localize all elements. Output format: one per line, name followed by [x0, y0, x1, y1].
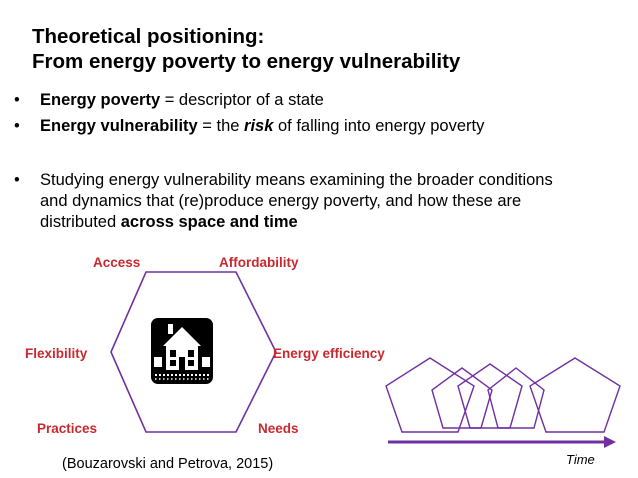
pentagon-series: [385, 357, 621, 433]
definition-rest: of falling into energy poverty: [273, 117, 485, 135]
vulnerability-hexagon: [110, 271, 277, 433]
label-practices: Practices: [37, 421, 98, 436]
term-energy-poverty: Energy poverty: [40, 91, 161, 109]
slide-title: Theoretical positioning: From energy pov…: [32, 24, 460, 74]
time-arrow-icon: [388, 436, 616, 448]
title-line-2: From energy poverty to energy vulnerabil…: [32, 50, 461, 73]
bullet-3-line-2: and dynamics that (re)produce energy pov…: [40, 192, 522, 210]
title-line-1: Theoretical positioning:: [32, 25, 265, 48]
bullet-marker: •: [14, 117, 20, 135]
house-icon: [151, 318, 213, 384]
pentagon-1: [385, 357, 475, 433]
across-space-and-time: across space and time: [120, 213, 298, 231]
bullet-3-line-3: distributed across space and time: [40, 212, 638, 233]
bullet-energy-poverty: • Energy poverty = descriptor of a state: [14, 90, 324, 111]
bullet-3-line-3-start: distributed: [40, 213, 121, 231]
label-flexibility: Flexibility: [25, 346, 88, 361]
bullet-studying: • Studying energy vulnerability means ex…: [14, 170, 638, 233]
label-access: Access: [93, 255, 141, 270]
label-needs: Needs: [258, 421, 299, 436]
risk-word: risk: [244, 117, 274, 135]
bullet-marker: •: [14, 171, 20, 189]
bullet-3-line-1: Studying energy vulnerability means exam…: [40, 171, 553, 189]
citation: (Bouzarovski and Petrova, 2015): [62, 456, 274, 472]
pentagon-4: [487, 367, 545, 429]
label-energy-efficiency: Energy efficiency: [273, 346, 385, 361]
pentagon-5: [529, 357, 621, 433]
pentagon-3: [457, 363, 523, 429]
definition-mid: = the: [197, 117, 245, 135]
bullet-energy-vulnerability: • Energy vulnerability = the risk of fal…: [14, 116, 484, 137]
time-label: Time: [566, 452, 595, 467]
pentagon-2: [431, 367, 493, 429]
label-affordability: Affordability: [219, 255, 299, 270]
bullet-marker: •: [14, 91, 20, 109]
definition-energy-poverty: = descriptor of a state: [160, 91, 324, 109]
term-energy-vulnerability: Energy vulnerability: [40, 117, 198, 135]
